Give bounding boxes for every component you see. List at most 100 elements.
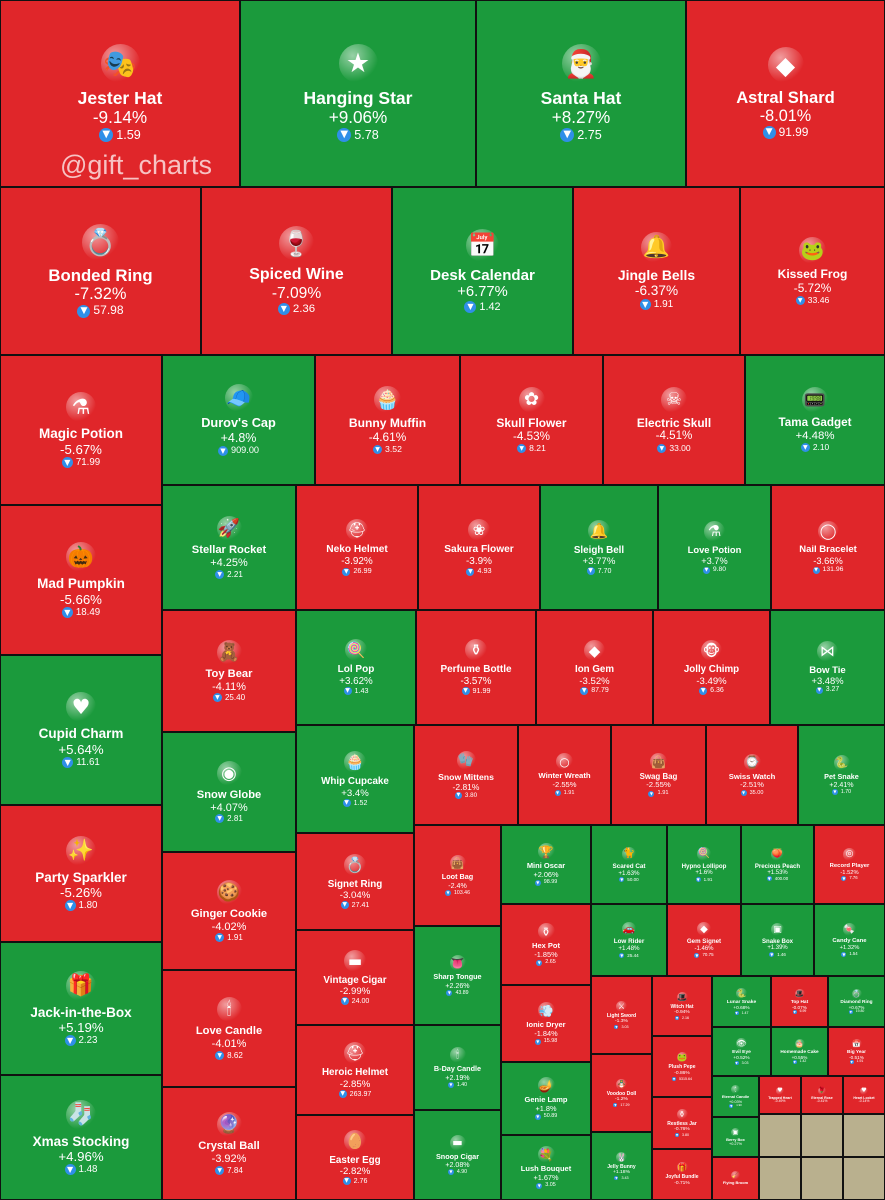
jack-box-icon: 🎁 <box>66 970 96 1001</box>
price-row: ▼ 3.43 <box>614 1176 629 1181</box>
price-change: -9.14% <box>92 107 148 128</box>
bells-icon: 🔔 <box>641 231 672 263</box>
price-row: ▼ 2.36 <box>277 303 315 316</box>
item-name: Ginger Cookie <box>190 907 268 920</box>
price-change: -1.3% <box>615 1018 628 1025</box>
item-name: Hanging Star <box>303 88 413 109</box>
price-change: +2.08% <box>445 1161 470 1170</box>
item-name: Berry Box <box>726 1136 745 1142</box>
price-row: ▼ 3.03 <box>734 1061 748 1066</box>
price-row: ▼ 400.00 <box>766 876 788 882</box>
tile-sleigh-bell: 🔔 Sleigh Bell +3.77% ▼ 7.70 <box>540 485 658 610</box>
egg-icon: 🥚 <box>344 1129 366 1152</box>
ton-icon: ▼ <box>695 877 701 883</box>
item-name: Sharp Tongue <box>433 972 482 982</box>
ton-icon: ▼ <box>447 1081 454 1088</box>
price-change: +4.8% <box>220 430 257 445</box>
item-name: Evil Eye <box>732 1049 751 1055</box>
crystal-icon: ◆ <box>767 47 804 84</box>
tile-unlabeled <box>759 1114 801 1157</box>
item-name: Snow Mittens <box>438 771 494 782</box>
trophy-icon: 🏆 <box>537 843 555 861</box>
ton-icon: ▼ <box>792 1060 797 1065</box>
price-value: 7.84 <box>227 1165 243 1175</box>
tile-ionic-dryer: 💨 Ionic Dryer -1.84% ▼ 15.98 <box>501 985 591 1062</box>
price-value: 1.80 <box>78 900 98 912</box>
price-value: 18.49 <box>75 606 101 618</box>
tile-candy-cane: 🍬 Candy Cane +1.32% ▼ 1.54 <box>814 904 885 976</box>
item-name: Bow Tie <box>809 664 846 676</box>
price-value: 26.99 <box>353 566 372 576</box>
calendar-icon: 📅 <box>851 1038 862 1049</box>
price-value: 263.97 <box>349 1089 372 1098</box>
item-name: Lol Pop <box>337 664 375 676</box>
doll-icon: 🪆 <box>616 1078 627 1090</box>
ton-icon: ▼ <box>841 876 847 882</box>
price-row: ▼ 1.43 <box>343 686 369 696</box>
price-row: ▼ 26.99 <box>342 566 372 576</box>
item-name: Mad Pumpkin <box>37 576 125 592</box>
price-value: 1.43 <box>354 686 369 696</box>
bell-icon: 🔔 <box>588 519 610 542</box>
price-row: ▼ 91.99 <box>461 686 491 696</box>
item-name: Light Sword <box>606 1012 637 1019</box>
locket-icon: ♥ <box>860 1086 868 1095</box>
ton-icon: ▼ <box>619 952 625 958</box>
price-row: ▼ 2.23 <box>64 1035 97 1047</box>
price-value: 2.76 <box>353 1177 368 1186</box>
price-row: ▼ 18.49 <box>61 606 101 618</box>
price-row: ▼ 1.42 <box>792 1059 806 1065</box>
item-name: Vintage Cigar <box>323 974 387 986</box>
price-row: ▼ 57.98 <box>77 303 124 318</box>
ton-icon: ▼ <box>517 444 527 454</box>
ton-icon: ▼ <box>534 1038 541 1045</box>
price-value: 91.99 <box>472 686 491 696</box>
price-change: +3.7% <box>701 555 728 566</box>
price-value: 2.21 <box>227 569 243 579</box>
price-row: ▼ 25.44 <box>619 952 639 958</box>
price-row: ▼ 1.48 <box>64 1164 97 1176</box>
price-value: 1.91 <box>856 1059 864 1064</box>
price-change: +9.06% <box>328 107 388 128</box>
tile-crystal-ball: 🔮 Crystal Ball -3.92% ▼ 7.84 <box>162 1087 296 1200</box>
item-name: Ion Gem <box>574 664 614 676</box>
item-name: Perfume Bottle <box>440 664 512 676</box>
ton-icon: ▼ <box>342 1177 351 1186</box>
price-change: -0.94% <box>674 1010 690 1016</box>
watermark: @gift_charts <box>60 150 212 180</box>
tile-diamond-ring: 💍 Diamond Ring +0.67% ▼ 19.80 <box>828 976 885 1027</box>
potion-icon: ⚗ <box>66 392 96 423</box>
item-name: Neko Helmet <box>326 544 388 556</box>
ton-icon: ▼ <box>740 790 747 797</box>
ton-icon: ▼ <box>792 1010 797 1015</box>
ton-icon: ▼ <box>373 444 383 454</box>
price-row: ▼ 33.46 <box>795 295 829 305</box>
price-change: +3.62% <box>339 675 373 687</box>
price-value: 25.44 <box>627 952 639 958</box>
item-name: Snow Globe <box>196 788 262 801</box>
price-change: +1.67% <box>533 1172 559 1182</box>
ton-icon: ▼ <box>657 443 667 453</box>
price-change: +1.53% <box>767 869 788 876</box>
item-name: Toy Bear <box>205 667 253 680</box>
price-row: ▼ 98.99 <box>534 879 557 886</box>
price-row: ▼ 1.91 <box>648 790 669 797</box>
price-value: 1.70 <box>840 789 852 796</box>
price-change: -4.61% <box>368 429 407 444</box>
price-value: 57.98 <box>93 303 124 318</box>
item-name: Low Rider <box>613 938 645 946</box>
item-name: Bunny Muffin <box>348 415 427 430</box>
item-name: Heroic Helmet <box>321 1067 389 1079</box>
rocket-icon: 🚀 <box>216 516 242 542</box>
price-row: ▼ 1.54 <box>841 951 858 957</box>
ton-icon: ▼ <box>534 879 541 886</box>
ton-icon: ▼ <box>446 989 453 996</box>
item-name: Lush Bouquet <box>520 1164 572 1174</box>
ton-icon: ▼ <box>215 569 225 579</box>
price-change: -1.85% <box>534 949 558 959</box>
candle-icon: 🕯 <box>216 997 242 1023</box>
rose-icon: 🌹 <box>818 1086 826 1095</box>
item-name: Genie Lamp <box>524 1095 568 1105</box>
price-value: 1.91 <box>563 790 575 797</box>
price-value: 3.80 <box>682 1133 689 1138</box>
